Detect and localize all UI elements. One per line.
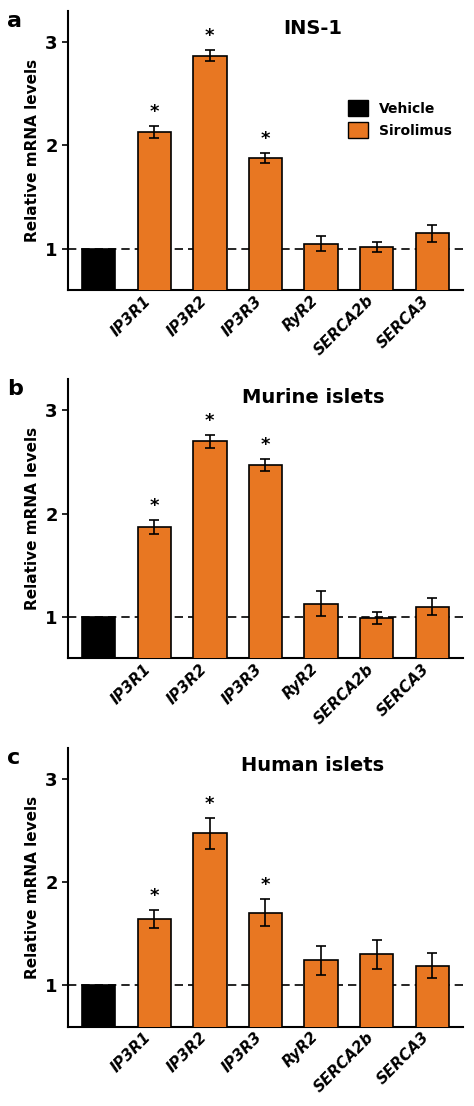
Text: c: c xyxy=(7,748,20,768)
Y-axis label: Relative mRNA levels: Relative mRNA levels xyxy=(25,795,39,979)
Bar xyxy=(137,919,171,1088)
Text: *: * xyxy=(205,411,215,430)
Bar xyxy=(360,618,393,720)
Text: INS-1: INS-1 xyxy=(283,20,342,39)
Text: *: * xyxy=(261,129,270,147)
Bar xyxy=(360,247,393,352)
Text: b: b xyxy=(7,379,23,399)
Text: *: * xyxy=(149,103,159,121)
Bar xyxy=(82,985,115,1088)
Bar xyxy=(416,966,449,1088)
Bar xyxy=(304,604,338,720)
Bar xyxy=(82,617,115,720)
Text: a: a xyxy=(7,11,22,31)
Bar xyxy=(137,132,171,352)
Bar xyxy=(137,528,171,720)
Text: *: * xyxy=(149,497,159,514)
Bar xyxy=(193,55,227,352)
Bar xyxy=(416,233,449,352)
Bar xyxy=(193,833,227,1088)
Bar xyxy=(304,960,338,1088)
Bar xyxy=(249,466,282,720)
Bar xyxy=(249,912,282,1088)
Legend: Vehicle, Sirolimus: Vehicle, Sirolimus xyxy=(344,96,456,143)
Bar xyxy=(416,607,449,720)
Bar xyxy=(304,243,338,352)
Bar xyxy=(360,954,393,1088)
Text: *: * xyxy=(261,436,270,453)
Y-axis label: Relative mRNA levels: Relative mRNA levels xyxy=(25,427,39,611)
Text: *: * xyxy=(205,28,215,45)
Text: *: * xyxy=(261,876,270,895)
Bar xyxy=(249,158,282,352)
Bar xyxy=(82,249,115,352)
Text: *: * xyxy=(149,887,159,905)
Bar xyxy=(193,441,227,720)
Y-axis label: Relative mRNA levels: Relative mRNA levels xyxy=(25,59,39,242)
Text: Murine islets: Murine islets xyxy=(242,388,384,407)
Text: Human islets: Human islets xyxy=(241,755,384,775)
Text: *: * xyxy=(205,794,215,813)
